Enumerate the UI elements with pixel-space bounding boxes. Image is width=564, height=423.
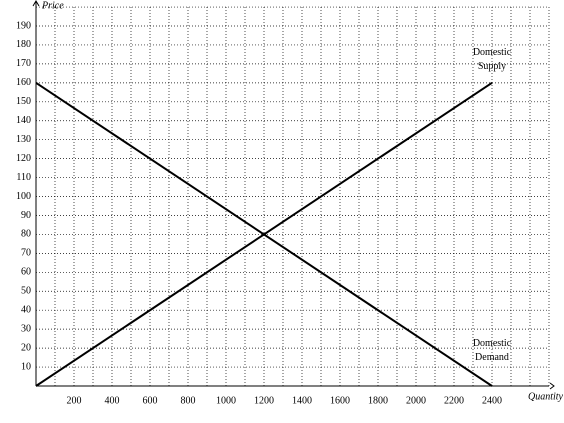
y-tick-label: 120 — [16, 153, 31, 164]
x-axis-label: Quantity — [528, 391, 564, 402]
x-tick-label: 1600 — [330, 395, 350, 406]
y-tick-label: 110 — [16, 172, 31, 183]
y-tick-label: 90 — [21, 210, 31, 221]
series-line — [35, 82, 493, 387]
x-tick-label: 2000 — [406, 395, 426, 406]
y-tick-label: 30 — [21, 323, 31, 334]
y-tick-label: 100 — [16, 191, 31, 202]
y-axis-label: Price — [41, 0, 64, 11]
x-tick-label: 2400 — [482, 395, 502, 406]
x-tick-label: 600 — [143, 395, 158, 406]
y-tick-label: 150 — [16, 96, 31, 107]
y-tick-label: 130 — [16, 134, 31, 145]
x-tick-label: 200 — [67, 395, 82, 406]
y-axis-arrow — [32, 0, 40, 7]
y-tick-label: 170 — [16, 58, 31, 69]
y-tick-label: 40 — [21, 305, 31, 316]
x-axis-arrow — [549, 382, 555, 390]
y-tick-label: 80 — [21, 229, 31, 240]
y-tick-label: 20 — [21, 342, 31, 353]
y-tick-label: 190 — [16, 20, 31, 31]
y-tick-label: 70 — [21, 248, 31, 259]
y-tick-label: 50 — [21, 286, 31, 297]
x-tick-label: 1200 — [254, 395, 274, 406]
x-tick-label: 1000 — [216, 395, 236, 406]
series-label: Domestic Demand — [473, 338, 512, 363]
x-tick-label: 400 — [105, 395, 120, 406]
x-tick-label: 800 — [181, 395, 196, 406]
y-tick-label: 10 — [21, 361, 31, 372]
y-tick-label: 140 — [16, 115, 31, 126]
y-tick-label: 160 — [16, 77, 31, 88]
x-tick-label: 2200 — [444, 395, 464, 406]
series-label: Domestic Supply — [473, 47, 512, 72]
y-tick-label: 60 — [21, 267, 31, 278]
x-tick-label: 1400 — [292, 395, 312, 406]
x-tick-label: 1800 — [368, 395, 388, 406]
y-tick-label: 180 — [16, 39, 31, 50]
